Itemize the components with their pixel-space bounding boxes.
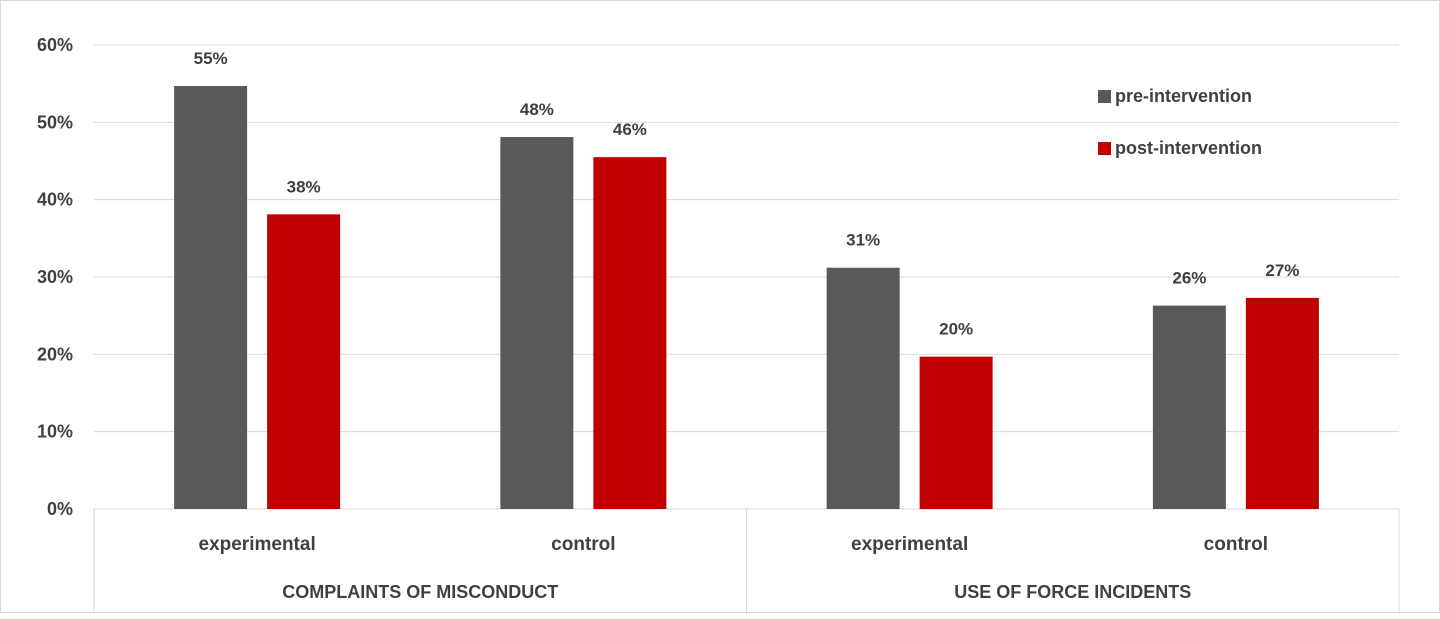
bar-pre-intervention bbox=[1152, 305, 1226, 509]
data-label: 46% bbox=[613, 120, 647, 139]
data-label: 48% bbox=[520, 100, 554, 119]
group-label: COMPLAINTS OF MISCONDUCT bbox=[282, 582, 558, 602]
y-tick-label: 60% bbox=[37, 35, 73, 55]
legend-swatch-post-intervention bbox=[1098, 142, 1111, 155]
legend-label: post-intervention bbox=[1115, 138, 1262, 158]
data-label: 26% bbox=[1172, 269, 1206, 288]
legend-label: pre-intervention bbox=[1115, 86, 1252, 106]
data-label: 55% bbox=[194, 49, 228, 68]
bar-pre-intervention bbox=[826, 267, 900, 509]
x-tick-label: experimental bbox=[199, 534, 316, 555]
y-tick-label: 0% bbox=[47, 499, 73, 519]
data-label: 31% bbox=[846, 231, 880, 250]
y-tick-label: 20% bbox=[37, 344, 73, 364]
data-label: 38% bbox=[287, 177, 321, 196]
bar-post-intervention bbox=[1245, 297, 1319, 509]
x-tick-label: control bbox=[1204, 534, 1268, 555]
data-label: 27% bbox=[1265, 261, 1299, 280]
x-tick-label: control bbox=[551, 534, 615, 555]
bar-pre-intervention bbox=[500, 137, 574, 509]
y-tick-label: 50% bbox=[37, 112, 73, 132]
bar-post-intervention bbox=[919, 356, 993, 509]
legend-swatch-pre-intervention bbox=[1098, 90, 1111, 103]
bars bbox=[174, 85, 1319, 510]
bar-post-intervention bbox=[267, 214, 341, 510]
x-tick-label: experimental bbox=[851, 534, 968, 555]
bar-post-intervention bbox=[593, 157, 667, 509]
data-label: 20% bbox=[939, 320, 973, 339]
y-tick-label: 30% bbox=[37, 267, 73, 287]
y-tick-label: 40% bbox=[37, 190, 73, 210]
y-tick-label: 10% bbox=[37, 422, 73, 442]
group-label: USE OF FORCE INCIDENTS bbox=[954, 582, 1191, 602]
axes: 0% 10% 20% 30% 40% 50% 60% experimental control e… bbox=[37, 35, 1400, 614]
legend: pre-intervention post-intervention bbox=[1098, 86, 1262, 158]
bar-pre-intervention bbox=[174, 85, 248, 509]
data-labels: 55% 38% 48% 46% 31% 20% 26% 27% bbox=[194, 49, 1300, 339]
